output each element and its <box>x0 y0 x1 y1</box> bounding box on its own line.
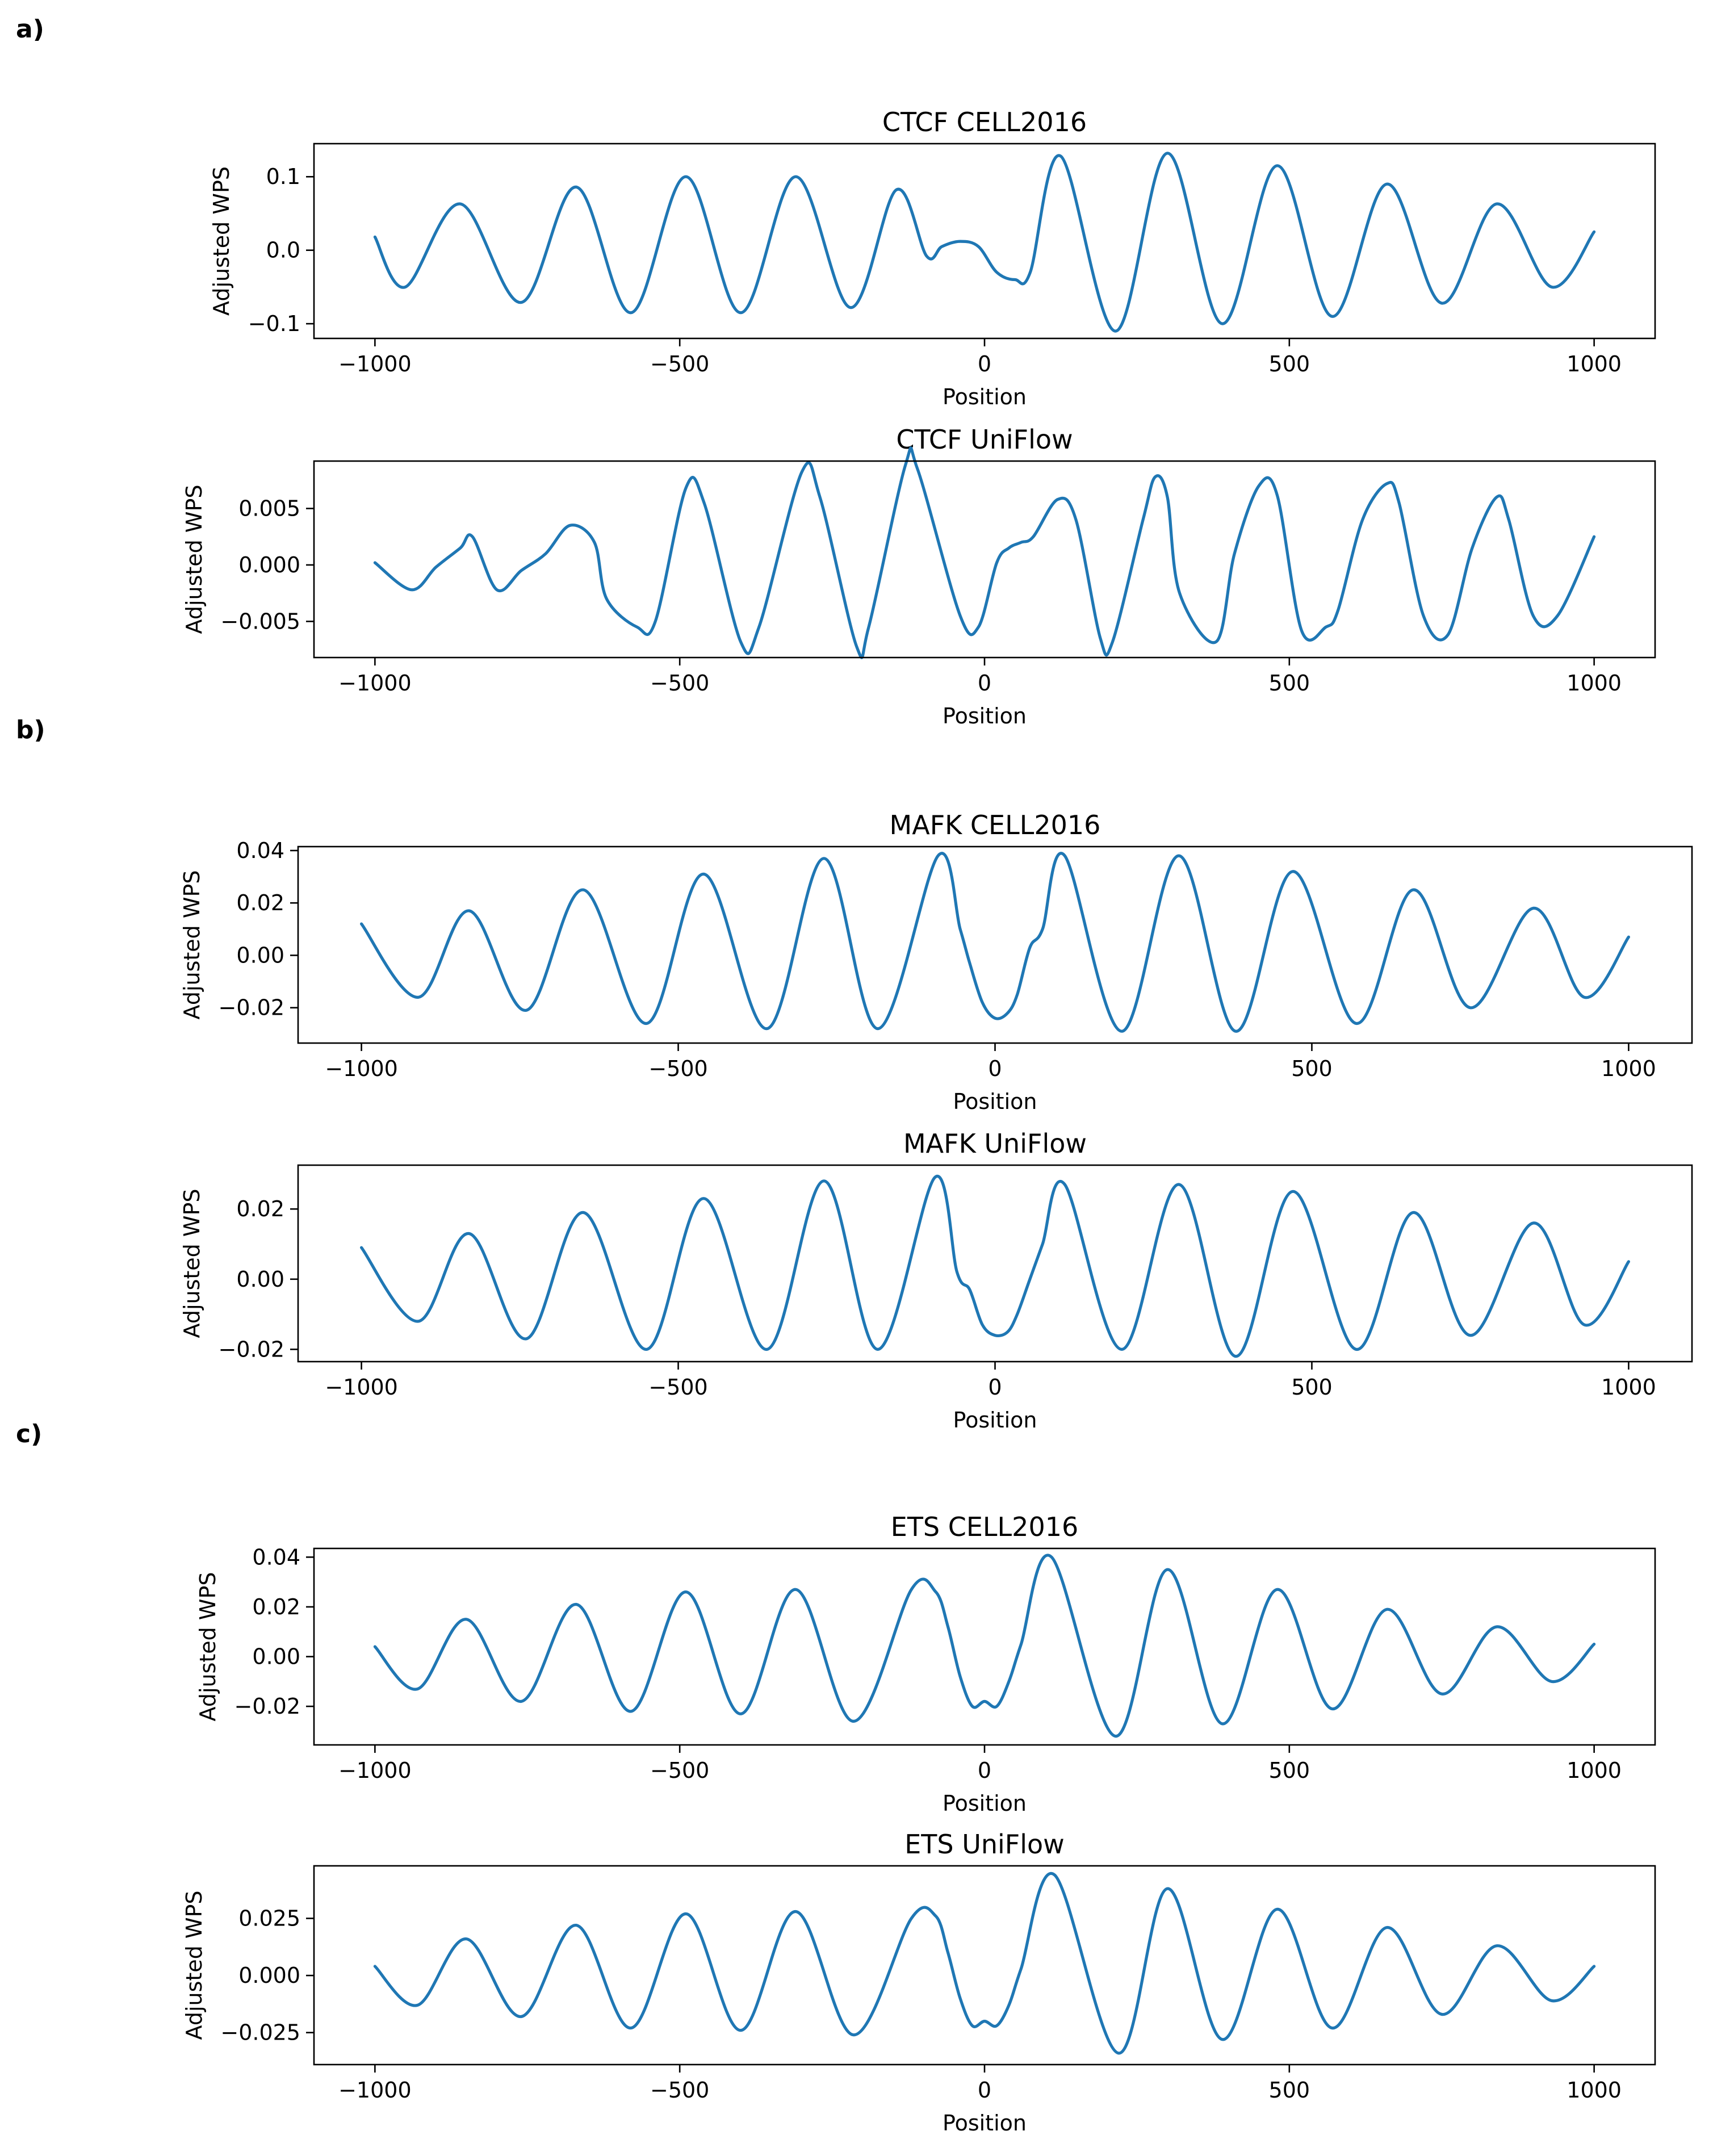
x-tick-label: −500 <box>650 351 709 376</box>
y-tick-label: 0.02 <box>236 890 284 915</box>
x-tick-label: 0 <box>978 2078 991 2103</box>
x-axis-label: Position <box>943 704 1027 729</box>
y-axis-label: Adjusted WPS <box>182 1891 207 2040</box>
x-tick-label: −1000 <box>325 1375 398 1400</box>
x-tick-label: −500 <box>648 1375 707 1400</box>
x-tick-label: 500 <box>1291 1056 1333 1081</box>
series-line <box>373 152 1596 333</box>
y-tick-label: 0.025 <box>238 1906 300 1931</box>
x-axis-label: Position <box>943 1791 1027 1816</box>
x-tick-label: 0 <box>978 671 991 696</box>
x-tick-label: 1000 <box>1567 671 1622 696</box>
y-tick-label: −0.1 <box>248 311 300 336</box>
series-line <box>360 852 1630 1033</box>
x-tick-label: 0 <box>978 1758 991 1783</box>
y-axis-label: Adjusted WPS <box>179 1189 204 1338</box>
x-tick-label: −1000 <box>338 2078 412 2103</box>
x-tick-label: 0 <box>988 1375 1002 1400</box>
plot-frame <box>297 1164 1693 1363</box>
y-tick-label: −0.02 <box>234 1694 300 1719</box>
y-tick-label: −0.005 <box>220 609 300 634</box>
x-axis-label: Position <box>943 384 1027 409</box>
chart-title: CTCF CELL2016 <box>882 107 1087 137</box>
x-tick-label: −500 <box>650 671 709 696</box>
y-axis-label: Adjusted WPS <box>182 485 207 634</box>
series-line <box>373 1872 1596 2055</box>
y-axis-label: Adjusted WPS <box>179 870 204 1020</box>
series-line <box>373 446 1596 659</box>
chart-5: ETS CELL2016 −1000 −500 0 500 1000 0.04 0.02 0.0… <box>195 1512 1656 1816</box>
x-tick-label: 1000 <box>1567 351 1622 376</box>
y-tick-label: 0.000 <box>238 552 300 577</box>
y-axis-label: Adjusted WPS <box>209 166 234 316</box>
x-tick-label: −500 <box>650 2078 709 2103</box>
x-tick-label: −1000 <box>338 1758 412 1783</box>
chart-6: ETS UniFlow −1000 −500 0 500 1000 0.025 0.000 −0… <box>182 1829 1656 2136</box>
x-axis-label: Position <box>943 2111 1027 2136</box>
panel-label-b: b) <box>16 715 45 744</box>
series-line <box>360 1174 1630 1358</box>
x-tick-label: 1000 <box>1601 1375 1656 1400</box>
plot-frame <box>313 1865 1656 2066</box>
series-line <box>373 1554 1596 1738</box>
x-tick-label: 500 <box>1269 671 1310 696</box>
chart-title: ETS UniFlow <box>904 1829 1065 1860</box>
chart-2: CTCF UniFlow −1000 −500 0 500 1000 0.005 0.000 −… <box>182 424 1656 729</box>
y-tick-label: 0.00 <box>252 1644 300 1669</box>
y-tick-label: 0.1 <box>266 164 300 189</box>
chart-1: CTCF CELL2016 −1000 −500 0 500 1000 0.1 0.0 −0.1… <box>209 107 1656 409</box>
x-tick-label: −1000 <box>338 351 412 376</box>
x-tick-label: 500 <box>1269 1758 1310 1783</box>
y-axis-label: Adjusted WPS <box>195 1572 220 1722</box>
y-tick-label: −0.02 <box>219 1337 284 1362</box>
plot-frame <box>313 1547 1656 1746</box>
plot-frame <box>297 845 1693 1044</box>
chart-3: MAFK CELL2016 −1000 −500 0 500 1000 0.04 0.02 0.… <box>179 810 1693 1114</box>
x-tick-label: −500 <box>648 1056 707 1081</box>
charts-layer: CTCF CELL2016 −1000 −500 0 500 1000 0.1 0.0 −0.1… <box>179 107 1693 2136</box>
y-tick-label: 0.000 <box>238 1963 300 1988</box>
x-tick-label: 500 <box>1269 351 1310 376</box>
y-tick-label: −0.02 <box>219 995 284 1020</box>
x-axis-label: Position <box>953 1089 1037 1114</box>
y-tick-label: 0.005 <box>238 496 300 521</box>
chart-title: MAFK CELL2016 <box>890 810 1101 840</box>
y-tick-label: 0.00 <box>236 1267 284 1292</box>
x-tick-label: 1000 <box>1567 2078 1622 2103</box>
x-tick-label: 500 <box>1291 1375 1333 1400</box>
x-tick-label: 0 <box>988 1056 1002 1081</box>
x-axis-label: Position <box>953 1408 1037 1433</box>
x-tick-label: 1000 <box>1567 1758 1622 1783</box>
y-tick-label: −0.025 <box>220 2020 300 2045</box>
y-tick-label: 0.02 <box>236 1196 284 1221</box>
x-tick-label: −1000 <box>338 671 412 696</box>
y-tick-label: 0.0 <box>266 238 300 263</box>
plot-frame <box>313 460 1656 659</box>
x-tick-label: 500 <box>1269 2078 1310 2103</box>
y-tick-label: 0.02 <box>252 1594 300 1619</box>
chart-title: CTCF UniFlow <box>896 424 1073 455</box>
chart-4: MAFK UniFlow −1000 −500 0 500 1000 0.02 0.00 −0.… <box>179 1128 1693 1433</box>
y-tick-label: 0.04 <box>252 1544 300 1569</box>
chart-title: ETS CELL2016 <box>891 1512 1079 1542</box>
y-tick-label: 0.00 <box>236 943 284 968</box>
plot-frame <box>313 143 1656 340</box>
x-tick-label: 0 <box>978 351 991 376</box>
panel-label-a: a) <box>16 15 44 44</box>
x-tick-label: 1000 <box>1601 1056 1656 1081</box>
panel-label-c: c) <box>16 1420 42 1449</box>
chart-title: MAFK UniFlow <box>903 1128 1087 1159</box>
x-tick-label: −1000 <box>325 1056 398 1081</box>
x-tick-label: −500 <box>650 1758 709 1783</box>
y-tick-label: 0.04 <box>236 838 284 863</box>
